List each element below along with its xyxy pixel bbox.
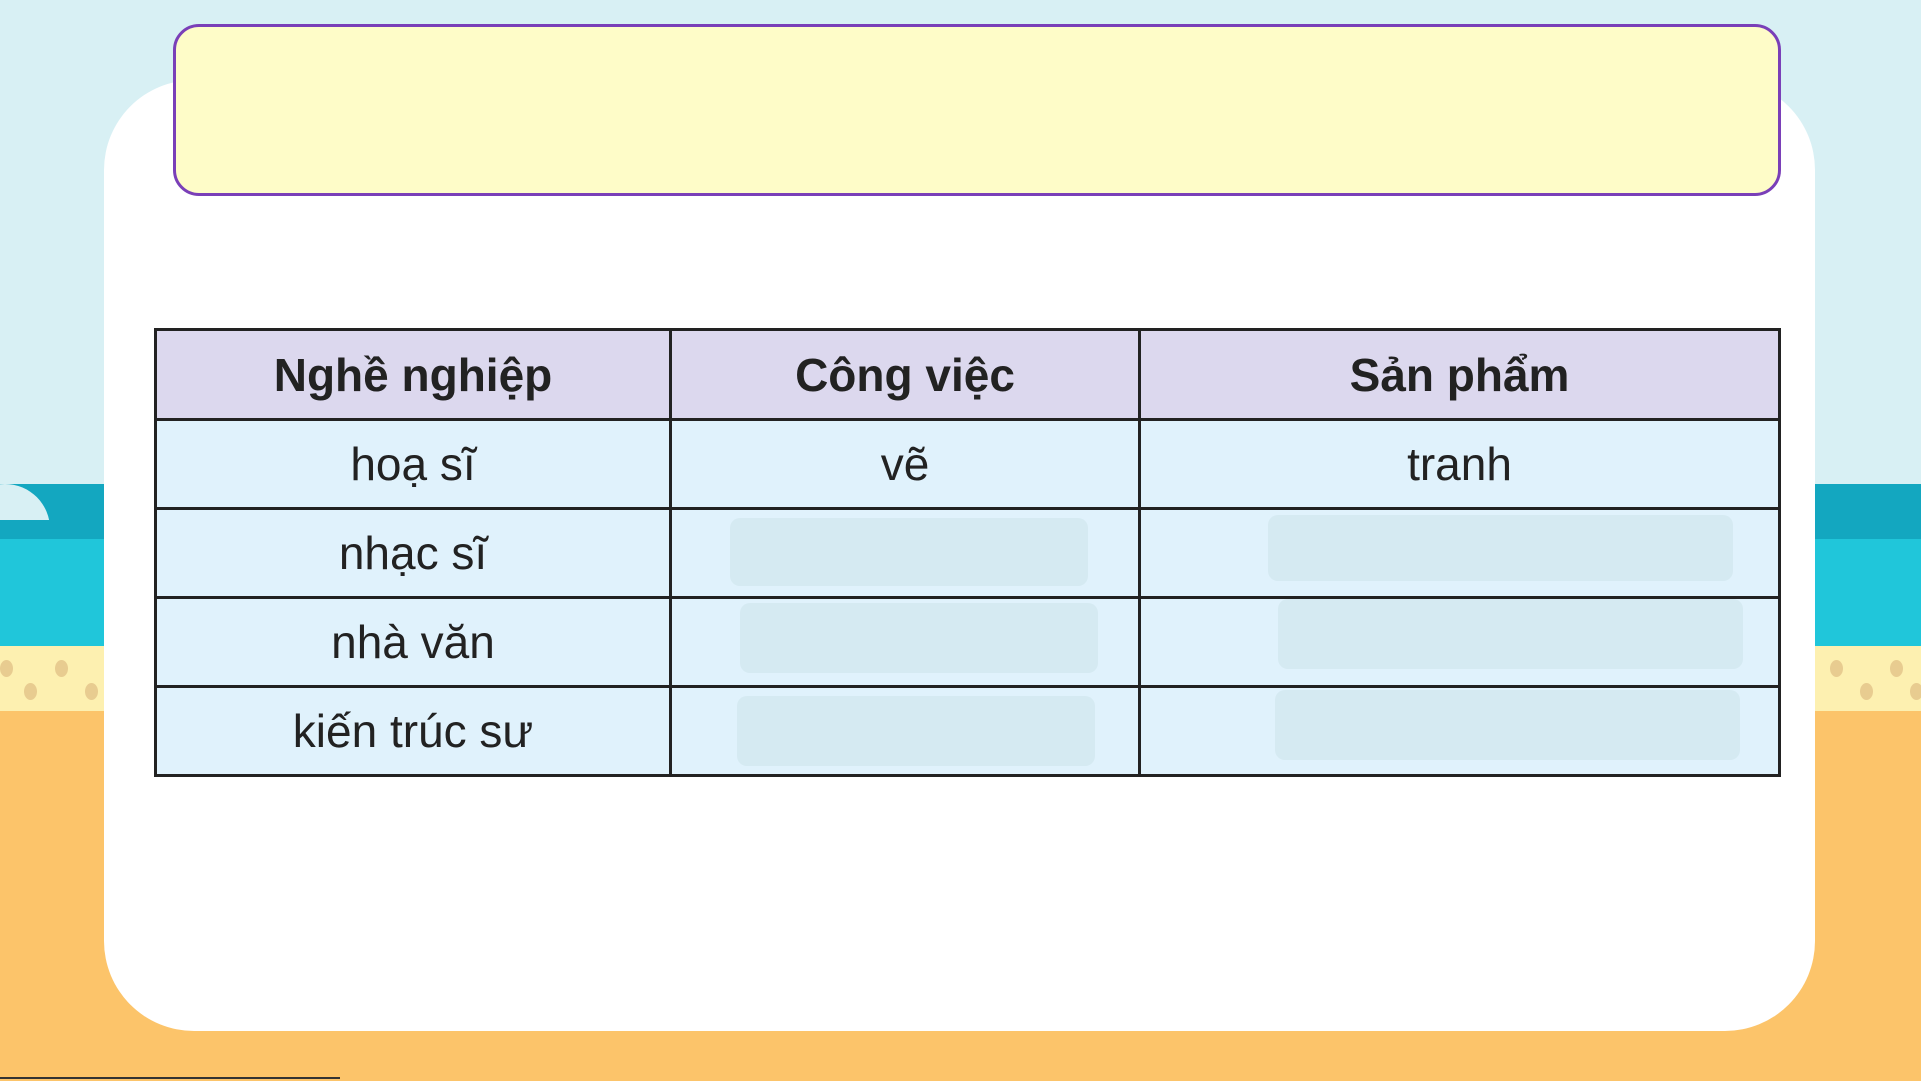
table-row: nhà văn	[154, 596, 1781, 688]
cell-occupation: nhạc sĩ	[154, 507, 672, 599]
header-occupation: Nghề nghiệp	[154, 328, 672, 421]
title-banner	[173, 24, 1781, 196]
cell-work-blank[interactable]	[669, 507, 1141, 599]
cell-product-blank[interactable]	[1138, 685, 1781, 777]
occupation-table: Nghề nghiệp Công việc Sản phẩm hoạ sĩ vẽ…	[154, 328, 1781, 777]
cell-product-blank[interactable]	[1138, 507, 1781, 599]
header-product: Sản phẩm	[1138, 328, 1781, 421]
cell-occupation: kiến trúc sư	[154, 685, 672, 777]
table-row: kiến trúc sư	[154, 685, 1781, 777]
cell-product: tranh	[1138, 418, 1781, 510]
divider	[0, 1077, 340, 1079]
table-row: hoạ sĩ vẽ tranh	[154, 418, 1781, 510]
cell-occupation: hoạ sĩ	[154, 418, 672, 510]
cell-product-blank[interactable]	[1138, 596, 1781, 688]
table-header-row: Nghề nghiệp Công việc Sản phẩm	[154, 328, 1781, 421]
table-row: nhạc sĩ	[154, 507, 1781, 599]
header-work: Công việc	[669, 328, 1141, 421]
cell-occupation: nhà văn	[154, 596, 672, 688]
cell-work-blank[interactable]	[669, 685, 1141, 777]
cell-work: vẽ	[669, 418, 1141, 510]
cell-work-blank[interactable]	[669, 596, 1141, 688]
